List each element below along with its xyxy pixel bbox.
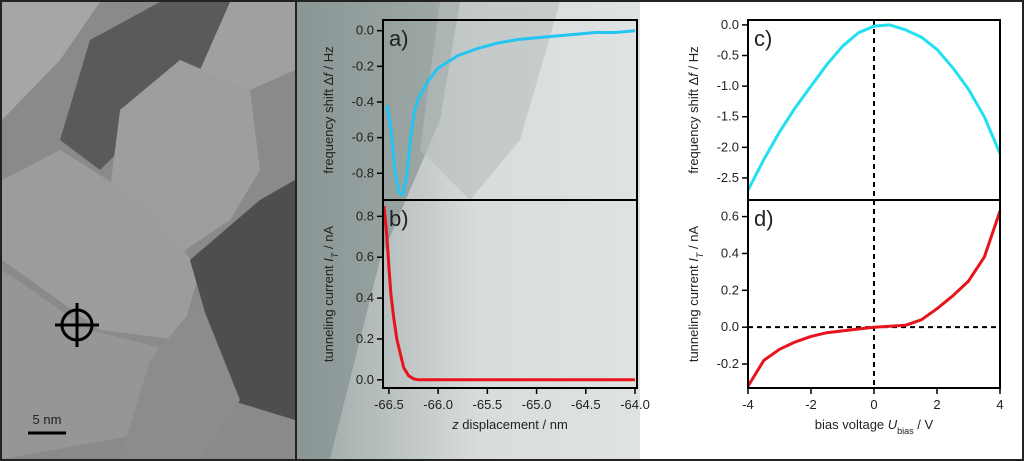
data-line xyxy=(746,23,1002,191)
y-tick-label: -0.5 xyxy=(717,48,739,63)
y-tick-label: 0.2 xyxy=(721,282,739,297)
label-part: I xyxy=(686,258,701,262)
y-tick-label: 0.6 xyxy=(356,249,374,264)
x-tick-label: -65.5 xyxy=(473,397,503,412)
plot-frame xyxy=(747,199,1001,389)
x-axis-label: bias voltage Ubias / V xyxy=(815,417,934,436)
x-tick-label: 0 xyxy=(870,397,877,412)
y-tick-label: -0.8 xyxy=(352,165,374,180)
y-tick-label: 0.6 xyxy=(721,209,739,224)
panel-label: a) xyxy=(389,26,409,51)
plots: 0.0 -0.2 -0.4 -0.6 -0.8 a) frequency shift Δf … xyxy=(321,17,1004,436)
panel-background xyxy=(640,2,1022,459)
panel-label: b) xyxy=(389,206,409,231)
label-part: / nA xyxy=(321,226,336,253)
data-line xyxy=(746,210,1002,387)
label-part: / nA xyxy=(686,226,701,253)
label-part: I xyxy=(321,258,336,262)
x-tick-label: -2 xyxy=(805,397,817,412)
label-part: T xyxy=(330,251,340,258)
data-line xyxy=(385,29,636,197)
scale-label: 5 nm xyxy=(33,412,62,427)
label-part: f xyxy=(321,72,336,77)
y-tick-label: -0.6 xyxy=(352,130,374,145)
label-part: frequency shift Δ xyxy=(321,76,336,173)
y-tick-label: 0.4 xyxy=(356,290,374,305)
y-tick-label: -2.5 xyxy=(717,170,739,185)
plot-frame xyxy=(382,199,638,389)
crosshair xyxy=(55,303,99,347)
y-tick-label: 0.0 xyxy=(356,23,374,38)
y-tick-label: -2.0 xyxy=(717,139,739,154)
y-tick-label: -1.5 xyxy=(717,109,739,124)
label-part: / Hz xyxy=(686,46,701,73)
y-tick-label: 0.4 xyxy=(721,245,739,260)
x-tick-label: 4 xyxy=(996,397,1003,412)
x-tick-label: -64.5 xyxy=(571,397,601,412)
data-line xyxy=(382,205,635,382)
panel-label: c) xyxy=(754,26,772,51)
label-part: bias xyxy=(897,426,914,436)
y-tick-label: -0.2 xyxy=(352,58,374,73)
stm-image: 5 nm xyxy=(2,2,295,459)
label-part: frequency shift Δ xyxy=(686,76,701,173)
x-tick-label: -65.0 xyxy=(522,397,552,412)
y-axis-label: frequency shift Δf / Hz xyxy=(321,46,336,173)
x-tick-label: -4 xyxy=(742,397,754,412)
label-part: U xyxy=(888,417,898,432)
label-part: f xyxy=(686,72,701,77)
x-tick-label: 2 xyxy=(933,397,940,412)
label-part: z xyxy=(451,417,459,432)
y-axis-label: tunneling current IT / nA xyxy=(321,226,340,363)
y-tick-label: 0.0 xyxy=(721,17,739,32)
x-tick-label: -66.5 xyxy=(374,397,404,412)
x-tick-label: -66.0 xyxy=(423,397,453,412)
y-tick-label: -1.0 xyxy=(717,78,739,93)
y-tick-label: -0.4 xyxy=(352,94,374,109)
y-tick-label: 0.0 xyxy=(356,372,374,387)
panel-label: d) xyxy=(754,206,774,231)
label-part: bias voltage xyxy=(815,417,888,432)
y-axis-label: tunneling current IT / nA xyxy=(686,226,705,363)
label-part: / Hz xyxy=(321,46,336,73)
y-tick-label: 0.0 xyxy=(721,319,739,334)
x-tick-label: -64.0 xyxy=(620,397,650,412)
x-axis-label: z displacement / nm xyxy=(451,417,568,432)
label-part: tunneling current xyxy=(321,262,336,362)
label-part: tunneling current xyxy=(686,262,701,362)
y-tick-label: -0.2 xyxy=(717,356,739,371)
label-part: / V xyxy=(914,417,934,432)
label-part: T xyxy=(695,251,705,258)
y-tick-label: 0.8 xyxy=(356,208,374,223)
label-part: displacement / nm xyxy=(459,417,568,432)
y-axis-label: frequency shift Δf / Hz xyxy=(686,46,701,173)
y-tick-label: 0.2 xyxy=(356,331,374,346)
